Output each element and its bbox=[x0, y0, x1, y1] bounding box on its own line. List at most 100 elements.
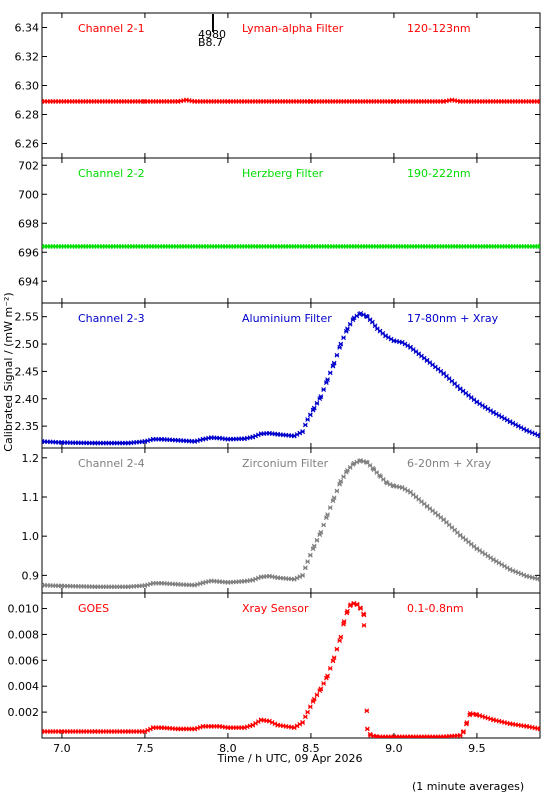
data-point bbox=[311, 696, 317, 702]
data-point bbox=[325, 377, 330, 382]
data-point bbox=[537, 99, 540, 104]
panel-band-label: 120-123nm bbox=[407, 22, 471, 35]
data-point bbox=[318, 529, 324, 535]
y-tick-label: 6.26 bbox=[15, 138, 40, 151]
data-point bbox=[321, 681, 327, 686]
data-point bbox=[318, 394, 324, 399]
y-tick-label: 694 bbox=[18, 275, 39, 288]
series-1 bbox=[42, 97, 540, 104]
data-point bbox=[314, 692, 320, 698]
data-point bbox=[369, 319, 375, 325]
data-point bbox=[338, 341, 344, 347]
y-tick-label: 1.0 bbox=[22, 530, 40, 543]
data-point bbox=[314, 400, 320, 406]
data-point bbox=[461, 729, 467, 734]
data-point bbox=[325, 512, 330, 518]
data-point bbox=[321, 387, 327, 392]
y-tick-label: 702 bbox=[18, 159, 39, 172]
y-tick-label: 0.9 bbox=[22, 569, 40, 582]
y-tick-label: 698 bbox=[18, 217, 39, 230]
y-tick-label: 0.002 bbox=[8, 706, 40, 719]
y-tick-label: 696 bbox=[18, 246, 39, 259]
series-4 bbox=[42, 458, 540, 590]
y-tick-label: 2.35 bbox=[15, 420, 40, 433]
data-point bbox=[302, 422, 308, 428]
y-tick-label: 6.28 bbox=[15, 109, 40, 122]
data-point bbox=[334, 352, 340, 358]
data-point bbox=[464, 720, 470, 725]
x-tick-label: 9.0 bbox=[385, 742, 403, 755]
data-point bbox=[537, 244, 540, 249]
event-marker: 4980 B8.7 bbox=[198, 14, 226, 49]
panel-4: 0.9 1.0 1.1 1.2 Channel 2-4 Zirconium Filter 6… bbox=[22, 447, 541, 594]
data-point bbox=[321, 522, 327, 528]
data-point bbox=[347, 321, 353, 327]
y-tick-label: 0.006 bbox=[8, 654, 40, 667]
data-point bbox=[310, 546, 316, 552]
x-tick-label: 7.0 bbox=[53, 742, 71, 755]
footnote: (1 minute averages) bbox=[412, 780, 525, 793]
data-point bbox=[317, 532, 323, 538]
data-point bbox=[330, 498, 336, 504]
data-point bbox=[307, 412, 313, 418]
data-point bbox=[327, 370, 333, 376]
y-tick-label: 1.2 bbox=[22, 452, 40, 465]
data-point bbox=[300, 572, 306, 578]
data-point bbox=[330, 658, 336, 664]
data-point bbox=[323, 515, 329, 521]
series-3 bbox=[42, 311, 540, 446]
panel-frame bbox=[41, 592, 541, 739]
data-point bbox=[307, 552, 313, 558]
data-point bbox=[323, 380, 329, 385]
x-axis-label: Time / h UTC, 09 Apr 2026 bbox=[217, 752, 363, 765]
data-point bbox=[345, 326, 350, 332]
data-point bbox=[305, 559, 310, 565]
data-point bbox=[337, 481, 343, 487]
y-tick-label: 0.008 bbox=[8, 628, 40, 641]
data-point bbox=[341, 335, 346, 341]
data-point bbox=[327, 505, 333, 511]
data-point bbox=[537, 726, 540, 732]
x-tick-label: 8.5 bbox=[302, 742, 320, 755]
data-point bbox=[338, 634, 344, 640]
panel-channel-label: Channel 2-3 bbox=[78, 312, 145, 325]
data-point bbox=[341, 619, 347, 624]
data-point bbox=[311, 405, 317, 411]
data-point bbox=[305, 709, 310, 715]
data-point bbox=[537, 576, 540, 582]
panel-band-label: 17-80nm + Xray bbox=[407, 312, 499, 325]
y-tick-label: 6.34 bbox=[15, 22, 40, 35]
data-point bbox=[300, 720, 306, 725]
y-tick-label: 0.010 bbox=[8, 603, 40, 616]
event-marker-label-top: 4980 bbox=[198, 28, 226, 41]
data-point bbox=[338, 478, 344, 484]
event-marker-label-bottom: B8.7 bbox=[198, 36, 223, 49]
panel-5: 0.002 0.004 0.006 0.008 0.010 GOES Xray Sensor… bbox=[8, 592, 541, 739]
data-point bbox=[334, 646, 340, 652]
data-point bbox=[331, 655, 337, 661]
data-point bbox=[537, 433, 540, 439]
panel-1: 6.26 6.28 6.30 6.32 6.34 Channel 2-1 Lyman-alp… bbox=[15, 12, 541, 159]
panel-channel-label: Channel 2-1 bbox=[78, 22, 145, 35]
panel-filter-label: Aluminium Filter bbox=[242, 312, 332, 325]
panel-filter-label: Xray Sensor bbox=[242, 602, 309, 615]
panel-channel-label: Channel 2-4 bbox=[78, 457, 145, 470]
y-tick-label: 6.32 bbox=[15, 51, 40, 64]
data-point bbox=[343, 329, 349, 334]
data-point bbox=[331, 495, 337, 501]
panel-channel-label: Channel 2-2 bbox=[78, 167, 145, 180]
data-point bbox=[364, 726, 370, 732]
y-tick-label: 6.30 bbox=[15, 80, 40, 93]
y-tick-label: 0.004 bbox=[8, 680, 40, 693]
panel-3: 2.35 2.40 2.45 2.50 2.55 Channel 2-3 Aluminium… bbox=[15, 302, 541, 449]
series-5 bbox=[42, 600, 540, 738]
series-2 bbox=[42, 244, 540, 249]
data-point bbox=[364, 708, 370, 714]
x-tick-label: 7.5 bbox=[136, 742, 154, 755]
panel-filter-label: Herzberg Filter bbox=[242, 167, 324, 180]
panel-filter-label: Lyman-alpha Filter bbox=[242, 22, 344, 35]
y-tick-label: 700 bbox=[18, 188, 39, 201]
data-point bbox=[311, 543, 317, 549]
data-point bbox=[331, 360, 337, 366]
panel-filter-label: Zirconium Filter bbox=[242, 457, 329, 470]
